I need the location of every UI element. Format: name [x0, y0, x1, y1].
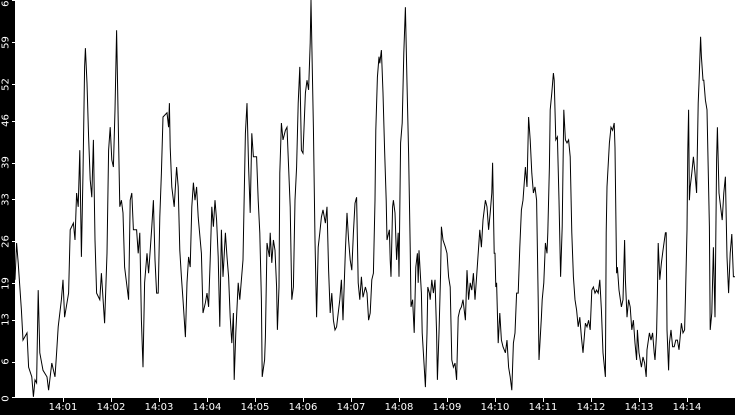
x-tick-label: 14:09: [432, 402, 462, 413]
x-tick-mark: [639, 398, 640, 402]
y-tick-mark: [12, 84, 15, 86]
series-line: [14, 0, 735, 397]
y-tick-label: 33: [0, 192, 12, 206]
y-tick-label: 13: [0, 313, 12, 326]
y-tick-mark: [12, 283, 15, 285]
x-tick-mark: [399, 398, 400, 402]
x-tick-mark: [159, 398, 160, 402]
x-tick-mark: [207, 398, 208, 402]
x-tick-label: 14:10: [480, 402, 510, 413]
x-tick-mark: [447, 398, 448, 402]
x-axis: 14:01 14:02 14:03 14:04 14:05 14:06 14:07 14:08…: [15, 398, 735, 415]
x-tick-mark: [351, 398, 352, 402]
x-tick-label: 14:08: [384, 402, 414, 413]
y-tick-mark: [12, 199, 15, 200]
y-tick-mark: [12, 241, 15, 243]
x-tick-label: 14:13: [624, 402, 654, 413]
x-tick-mark: [63, 398, 64, 402]
x-tick-label: 14:14: [672, 402, 702, 413]
line-chart: [14, 0, 735, 397]
x-tick-mark: [591, 398, 592, 402]
y-tick-mark: [12, 42, 15, 44]
x-tick-label: 14:04: [192, 402, 222, 413]
y-tick-label: 46: [0, 114, 12, 127]
y-tick-label: 52: [0, 78, 12, 91]
y-tick-label: 59: [0, 35, 12, 49]
x-tick-mark: [303, 398, 304, 402]
x-tick-mark: [111, 398, 112, 402]
y-tick-mark: [12, 162, 15, 164]
y-tick-mark: [12, 0, 15, 1]
x-tick-mark: [495, 398, 496, 402]
y-axis: 0 6 13 19 26 33 39 46 52 59 66: [0, 0, 15, 401]
y-tick-label: 6: [0, 358, 12, 365]
x-tick-label: 14:11: [528, 402, 558, 413]
x-tick-mark: [255, 398, 256, 402]
y-tick-mark: [12, 397, 15, 398]
y-tick-mark: [12, 319, 15, 321]
y-tick-label: 66: [0, 0, 12, 7]
y-tick-label: 19: [0, 277, 12, 290]
x-tick-label: 14:02: [96, 402, 126, 413]
x-tick-label: 14:01: [48, 402, 78, 413]
x-tick-mark: [687, 398, 688, 402]
y-tick-mark: [12, 120, 15, 122]
y-tick-mark: [12, 361, 15, 363]
x-tick-mark: [543, 398, 544, 402]
x-tick-label: 14:06: [288, 402, 318, 413]
x-tick-label: 14:12: [576, 402, 606, 413]
x-tick-label: 14:05: [240, 402, 270, 413]
x-tick-label: 14:07: [336, 402, 366, 413]
plot-area: [14, 0, 735, 398]
y-tick-label: 26: [0, 234, 12, 248]
y-tick-label: 0: [0, 394, 12, 402]
y-tick-label: 39: [0, 156, 12, 170]
x-tick-label: 14:03: [144, 402, 174, 413]
